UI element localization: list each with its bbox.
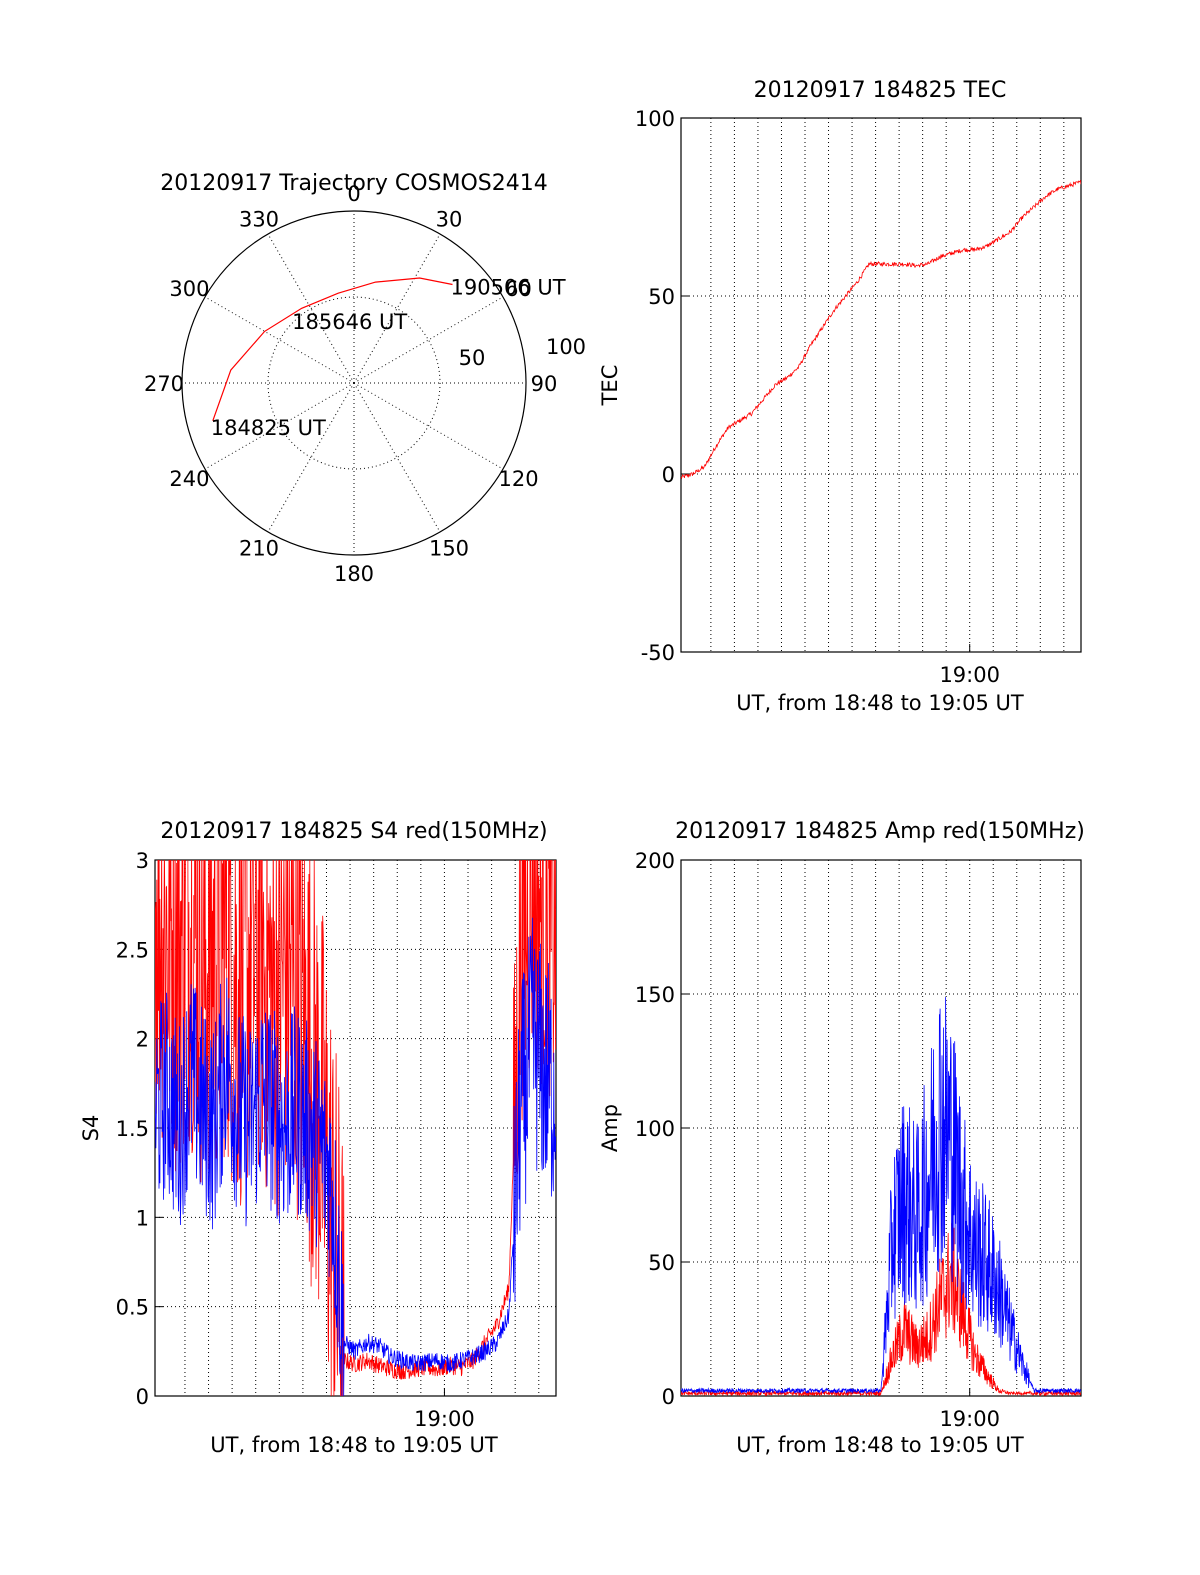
azimuth-tick-label: 180 [334,562,374,586]
x-tick-label: 19:00 [939,1407,1000,1431]
tec-title: 20120917 184825 TEC [754,78,1007,103]
polar-ring-50 [267,296,441,470]
azimuth-tick-label: 90 [531,372,558,396]
y-tick-label: 3 [136,849,149,873]
ring-label: 100 [546,335,586,359]
amp-panel: 20120917 184825 Amp red(150MHz) UT, from… [598,819,1085,1457]
plot-frame [680,859,1082,1397]
y-tick-label: 2 [136,1028,149,1052]
polar-spoke [353,233,441,384]
polar-spoke [353,382,441,533]
s4-x-axis-label: UT, from 18:48 to 19:05 UT [210,1433,498,1457]
s4-title: 20120917 184825 S4 red(150MHz) [160,819,547,844]
series-line [681,997,1081,1395]
tec-x-axis-label: UT, from 18:48 to 19:05 UT [736,691,1024,715]
azimuth-tick-label: 330 [239,207,279,231]
azimuth-tick-label: 120 [498,467,538,491]
polar-spoke [353,382,504,470]
polar-spoke [267,382,355,533]
s4-y-axis-label: S4 [79,1115,103,1142]
ring-label: 50 [459,346,486,370]
amp-title: 20120917 184825 Amp red(150MHz) [675,819,1085,844]
y-tick-label: 0 [136,1385,149,1409]
y-tick-label: 150 [635,983,675,1007]
trajectory-polar-panel: 20120917 Trajectory COSMOS2414 0 30 60 90 12… [144,171,586,586]
azimuth-tick-label: 300 [169,277,209,301]
trajectory-line [212,277,453,422]
polar-outer-ring [181,210,527,556]
y-tick-label: 50 [648,285,675,309]
plot-frame [680,117,1082,653]
amp-x-axis-label: UT, from 18:48 to 19:05 UT [736,1433,1024,1457]
polar-spoke [353,296,504,384]
y-tick-label: 1 [136,1206,149,1230]
x-tick-label: 19:00 [414,1407,475,1431]
y-tick-label: 100 [635,1117,675,1141]
azimuth-tick-label: 210 [239,537,279,561]
series-line [681,179,1081,480]
azimuth-tick-label: 60 [505,277,532,301]
trajectory-title: 20120917 Trajectory COSMOS2414 [160,171,547,196]
series-line [155,860,556,1396]
series-line [155,917,556,1396]
y-tick-label: 50 [648,1251,675,1275]
y-tick-label: 0 [662,463,675,487]
series-line [681,1223,1081,1396]
polar-spoke [204,382,355,470]
y-tick-label: -50 [641,641,675,665]
trajectory-mid-label: 185646 UT [292,310,407,334]
trajectory-start-label: 184825 UT [211,416,326,440]
azimuth-tick-label: 150 [429,537,469,561]
tec-panel: 20120917 184825 TEC UT, from 18:48 to 19… [598,78,1082,715]
polar-spoke [204,296,355,384]
tec-y-axis-label: TEC [598,365,622,407]
azimuth-tick-label: 30 [436,207,463,231]
amp-y-axis-label: Amp [598,1104,622,1152]
y-tick-label: 1.5 [116,1117,149,1141]
polar-spoke [267,233,355,384]
azimuth-tick-label: 240 [169,467,209,491]
y-tick-label: 0.5 [116,1296,149,1320]
y-tick-label: 100 [635,107,675,131]
y-tick-label: 0 [662,1385,675,1409]
y-tick-label: 2.5 [116,938,149,962]
azimuth-tick-label: 0 [347,182,360,206]
s4-panel: 20120917 184825 S4 red(150MHz) UT, from … [79,819,557,1457]
plot-frame [154,859,557,1397]
x-tick-label: 19:00 [939,663,1000,687]
y-tick-label: 200 [635,849,675,873]
azimuth-tick-label: 270 [144,372,184,396]
trajectory-end-label: 190506 UT [451,275,566,299]
